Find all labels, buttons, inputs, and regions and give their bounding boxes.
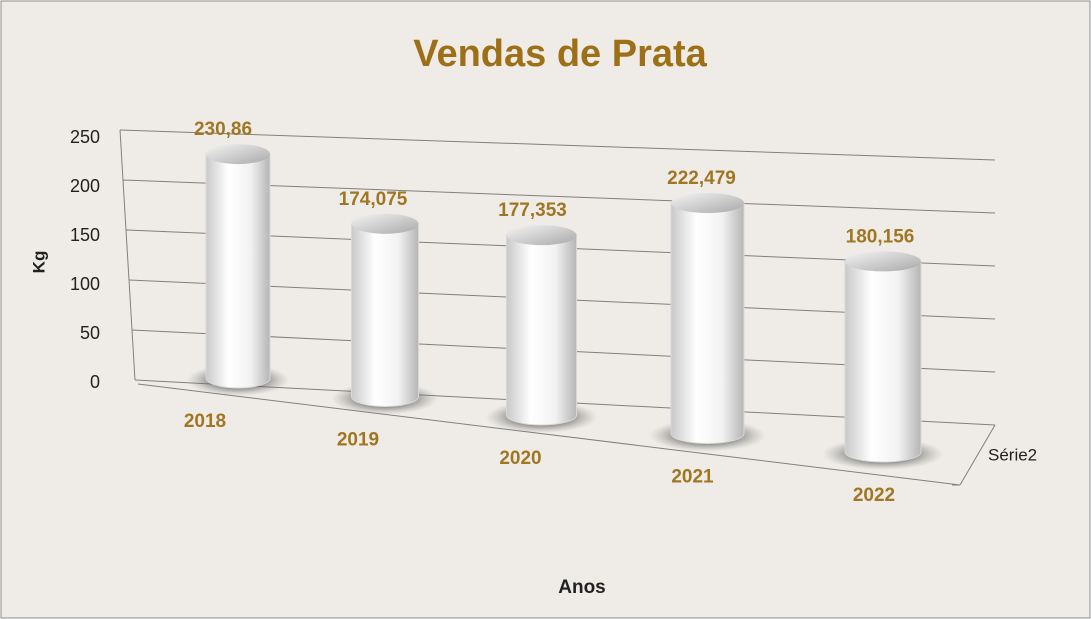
value-label: 174,075: [339, 189, 408, 210]
bar-top: [845, 251, 921, 272]
bar-top: [351, 213, 419, 234]
bar: [670, 202, 745, 444]
chart-title: Vendas de Prata: [413, 33, 707, 75]
x-tick-label: 2021: [671, 467, 714, 488]
bar: [844, 260, 922, 463]
y-tick-label: 100: [70, 274, 100, 294]
y-tick-label: 50: [80, 323, 100, 343]
y-axis-title: Kg: [29, 251, 48, 274]
bar-top: [206, 144, 270, 165]
value-label: 177,353: [498, 200, 567, 221]
y-tick-label: 250: [70, 127, 100, 147]
bar: [351, 223, 419, 407]
value-label: 180,156: [846, 226, 915, 247]
x-tick-label: 2022: [853, 485, 895, 506]
y-tick-label: 200: [70, 176, 100, 196]
y-tick-label: 150: [70, 225, 100, 245]
bar: [506, 234, 577, 426]
x-tick-label: 2018: [184, 411, 226, 432]
x-tick-label: 2019: [337, 430, 379, 451]
bar-top: [671, 193, 744, 214]
depth-axis: [959, 424, 996, 486]
value-label: 230,86: [194, 119, 252, 140]
floor-edge: [137, 383, 961, 486]
bar: [205, 153, 271, 389]
x-axis-title: Anos: [558, 577, 606, 598]
y-tick-label: 0: [90, 372, 100, 392]
wall-edge: [119, 129, 136, 381]
bar-top: [506, 225, 577, 246]
value-label: 222,479: [667, 168, 736, 189]
depth-label: Série2: [988, 445, 1037, 464]
x-tick-label: 2020: [499, 448, 541, 469]
grid-line: [119, 129, 996, 161]
